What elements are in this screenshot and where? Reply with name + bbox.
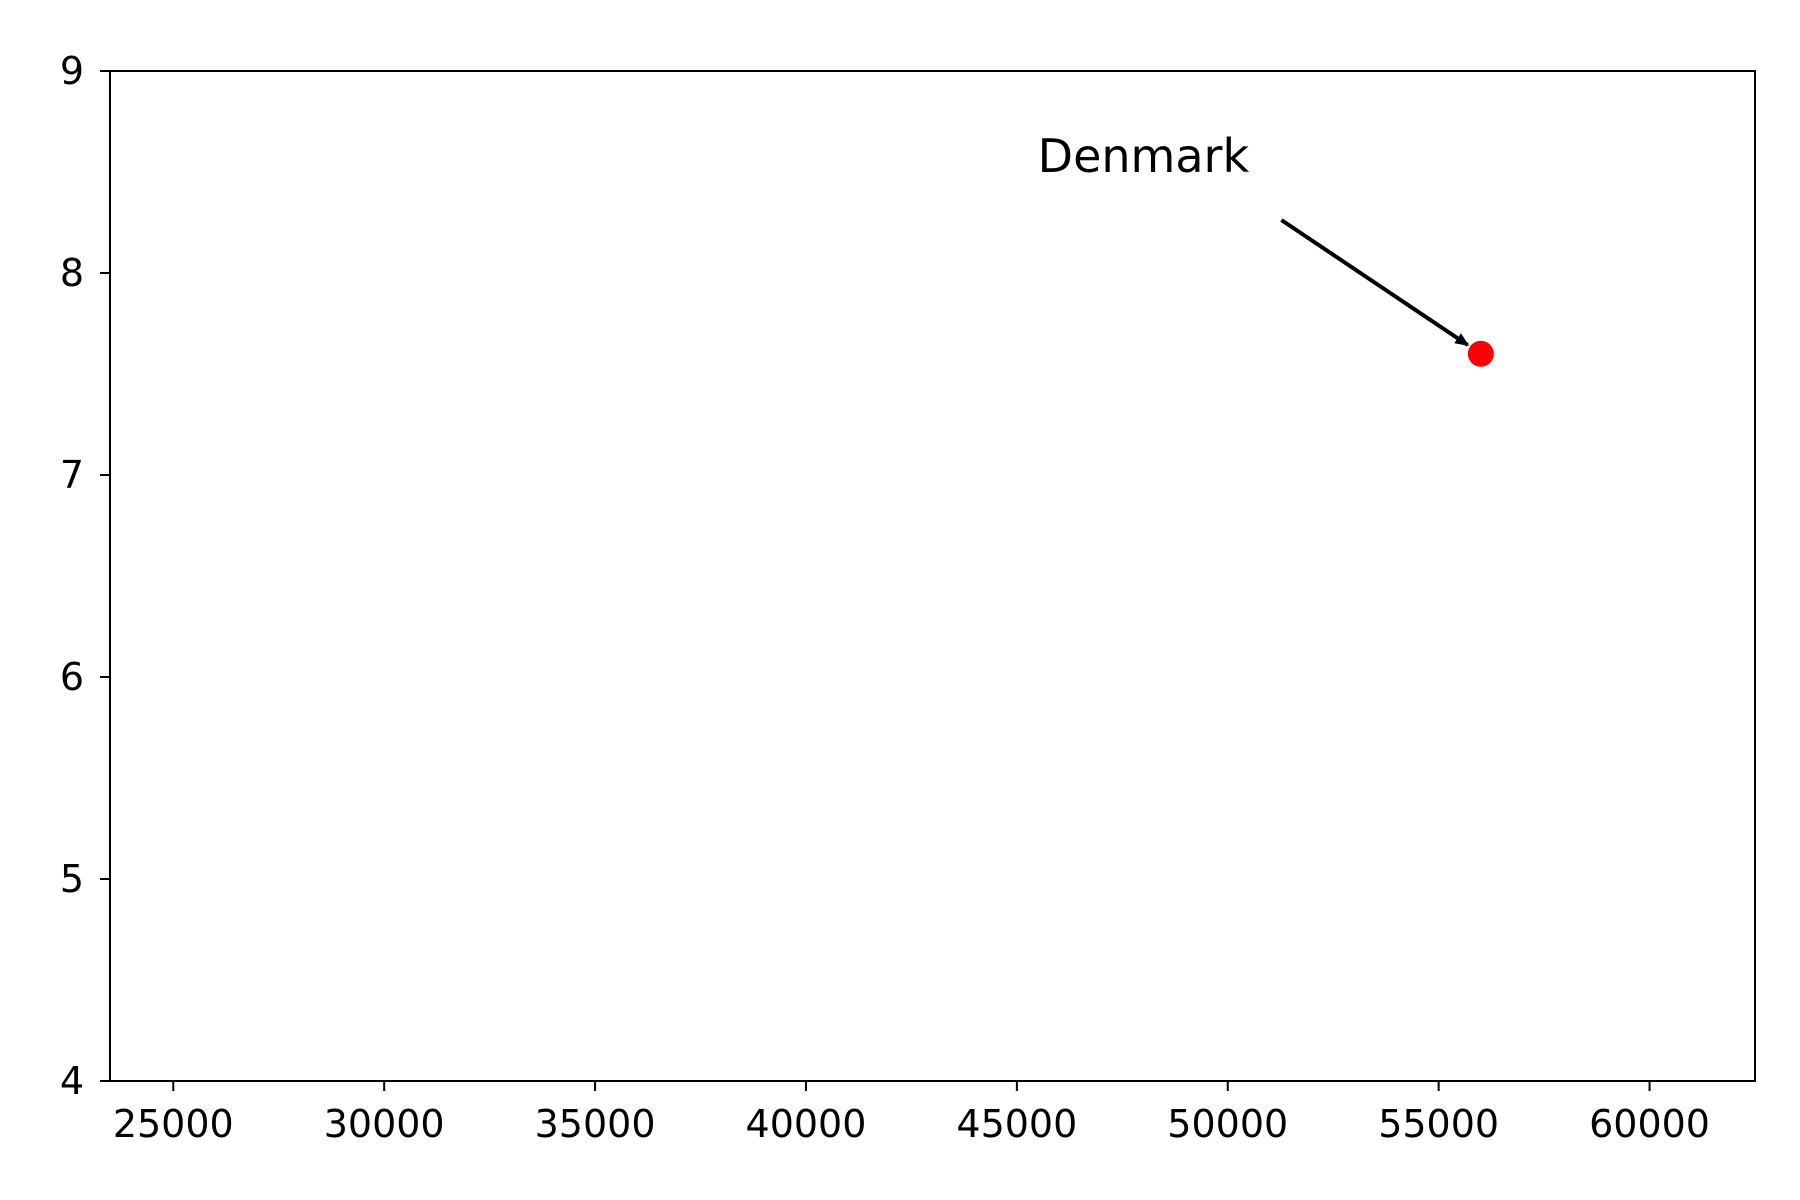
x-tick-label: 50000 [1167,1102,1288,1146]
annotations: Denmark [1038,129,1470,347]
x-tick-label: 25000 [113,1102,234,1146]
x-tick-label: 55000 [1378,1102,1499,1146]
y-axis-ticks: 4 5 6 7 8 9 [60,49,110,1103]
annotation-arrow [1280,218,1470,347]
x-tick-label: 35000 [535,1102,656,1146]
plot-area [110,71,1755,1081]
data-points [1467,340,1494,367]
plot-frame [109,70,1756,1082]
x-axis-ticks: 25000 30000 35000 40000 45000 50000 55000 60000 [113,1081,1710,1146]
x-tick-label: 60000 [1589,1102,1710,1146]
y-tick-label: 7 [60,453,84,497]
y-tick-label: 6 [60,655,84,699]
data-point [1467,340,1494,367]
y-tick-label: 5 [60,857,84,901]
annotation-label: Denmark [1038,129,1250,183]
x-tick-label: 40000 [746,1102,867,1146]
y-tick-label: 4 [60,1059,84,1103]
x-tick-label: 30000 [324,1102,445,1146]
y-tick-label: 9 [60,49,84,93]
x-tick-label: 45000 [956,1102,1077,1146]
y-tick-label: 8 [60,251,84,295]
